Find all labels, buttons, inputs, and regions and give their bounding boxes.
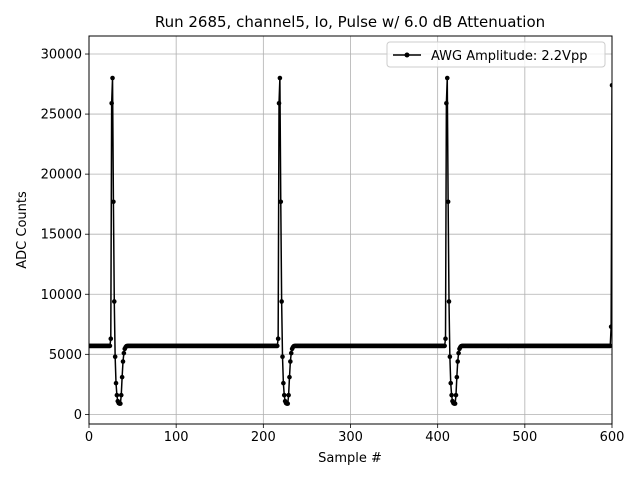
data-point bbox=[111, 299, 117, 304]
data-point bbox=[288, 359, 293, 364]
data-point bbox=[277, 75, 283, 81]
legend-box bbox=[386, 41, 606, 68]
data-point bbox=[455, 359, 461, 364]
data-point bbox=[107, 343, 113, 349]
x-tick-label: 100 bbox=[164, 430, 189, 445]
x-axis-label: Sample # bbox=[318, 451, 382, 466]
x-tick-label: 600 bbox=[600, 430, 625, 445]
y-tick-label: 10000 bbox=[41, 288, 82, 303]
data-point bbox=[113, 380, 119, 386]
data-point bbox=[447, 354, 453, 360]
data-point bbox=[286, 392, 291, 398]
data-point bbox=[279, 299, 284, 304]
data-point bbox=[288, 350, 294, 356]
data-point bbox=[607, 343, 612, 349]
data-point bbox=[285, 401, 291, 406]
data-point bbox=[442, 343, 447, 349]
data-point bbox=[443, 336, 448, 342]
data-point bbox=[608, 324, 612, 329]
data-point bbox=[118, 401, 123, 406]
data-point bbox=[446, 299, 452, 304]
x-tick-label: 400 bbox=[425, 430, 450, 445]
chart-title: Run 2685, channel5, Io, Pulse w/ 6.0 dB … bbox=[155, 13, 545, 31]
data-point bbox=[111, 199, 116, 205]
data-point bbox=[456, 350, 461, 356]
y-tick-label: 30000 bbox=[41, 48, 82, 63]
data-point bbox=[287, 374, 292, 380]
data-point bbox=[110, 75, 115, 81]
x-tick-label: 500 bbox=[512, 430, 537, 445]
data-point bbox=[445, 199, 451, 205]
data-point bbox=[444, 75, 450, 81]
data-point bbox=[275, 336, 281, 342]
legend: AWG Amplitude: 2.2Vpp bbox=[386, 41, 606, 68]
data-point bbox=[274, 343, 280, 349]
y-tick-label: 20000 bbox=[41, 168, 82, 183]
data-point bbox=[119, 374, 125, 380]
data-point bbox=[449, 392, 454, 398]
y-tick-label: 25000 bbox=[41, 108, 82, 123]
y-tick-label: 0 bbox=[74, 408, 82, 423]
data-point bbox=[118, 392, 124, 398]
x-tick-label: 200 bbox=[251, 430, 276, 445]
data-point bbox=[278, 199, 284, 205]
x-tick-label: 300 bbox=[338, 430, 363, 445]
x-tick-label: 0 bbox=[85, 430, 93, 445]
y-tick-label: 15000 bbox=[41, 228, 82, 243]
data-point bbox=[112, 354, 118, 360]
series bbox=[89, 75, 612, 406]
data-point bbox=[120, 359, 126, 364]
data-point bbox=[276, 100, 282, 106]
data-point bbox=[454, 374, 460, 380]
legend-label: AWG Amplitude: 2.2Vpp bbox=[431, 49, 587, 64]
data-point bbox=[280, 354, 285, 360]
data-point bbox=[452, 401, 458, 406]
y-ticks: 0 5000 10000 15000 20000 25000 30000 bbox=[41, 48, 89, 423]
series-awg-2-2vpp bbox=[89, 75, 612, 406]
data-point bbox=[444, 100, 449, 106]
y-axis-label: ADC Counts bbox=[15, 191, 30, 269]
y-tick-label: 5000 bbox=[49, 348, 82, 363]
data-point bbox=[281, 392, 287, 398]
x-ticks: 0 100 200 300 400 500 600 bbox=[85, 424, 625, 445]
data-point bbox=[448, 380, 454, 386]
legend-marker-sample bbox=[404, 52, 410, 58]
data-point bbox=[108, 336, 114, 342]
data-point bbox=[609, 82, 612, 88]
data-point bbox=[121, 350, 127, 356]
data-point bbox=[453, 392, 459, 398]
data-point bbox=[281, 380, 286, 386]
data-point bbox=[109, 100, 114, 106]
data-point bbox=[114, 392, 120, 398]
